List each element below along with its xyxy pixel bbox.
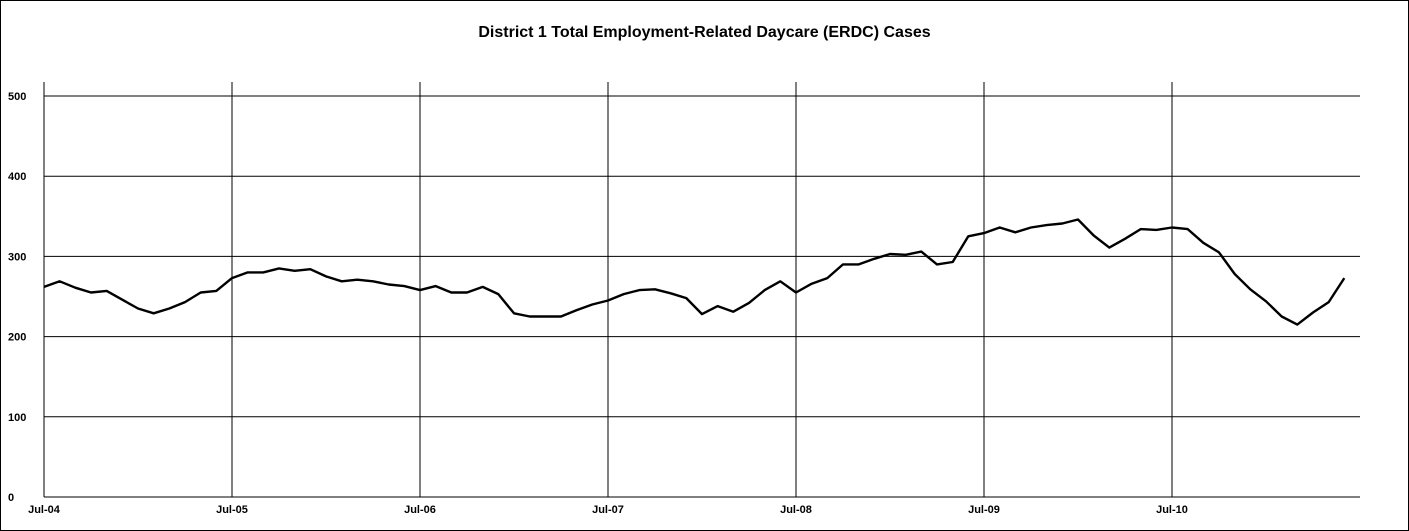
series-line: [43, 218, 1346, 326]
y-tick-label: 0: [8, 492, 14, 504]
chart-title: District 1 Total Employment-Related Dayc…: [478, 24, 931, 41]
x-tick-label: Jul-08: [780, 504, 812, 516]
y-tick-label: 500: [8, 91, 26, 103]
y-tick-label: 200: [8, 332, 26, 344]
x-tick-label: Jul-09: [968, 504, 1000, 516]
x-tick-label: Jul-05: [216, 504, 248, 516]
x-tick-label: Jul-10: [1156, 504, 1188, 516]
x-tick-label: Jul-07: [592, 504, 624, 516]
x-tick-label: Jul-04: [28, 504, 61, 516]
y-tick-label: 300: [8, 251, 26, 263]
y-tick-label: 400: [8, 171, 26, 183]
x-tick-label: Jul-06: [404, 504, 436, 516]
y-tick-label: 100: [8, 412, 26, 424]
